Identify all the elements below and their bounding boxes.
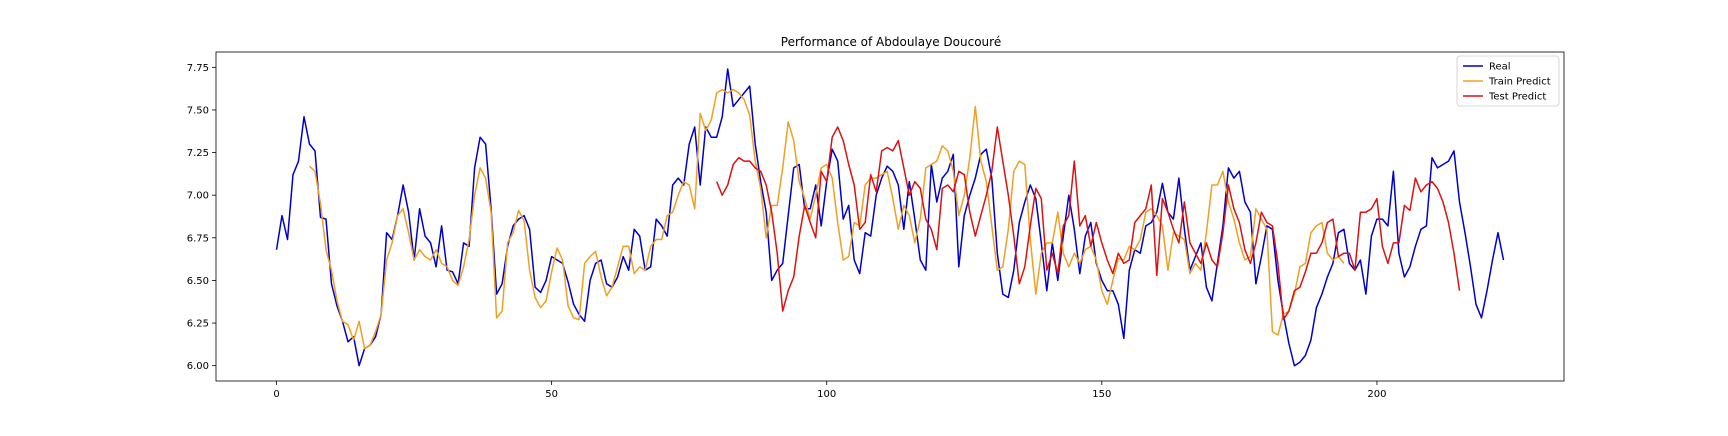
y-tick-label: 7.75	[187, 63, 209, 74]
y-axis: 6.00 6.25 6.50 6.75 7.00 7.25 7.50 7.75	[187, 63, 216, 372]
x-tick-label: 200	[1367, 389, 1386, 400]
series-line-1	[308, 88, 1345, 350]
y-tick-label: 6.25	[187, 319, 209, 330]
x-tick-label: 50	[545, 389, 558, 400]
plot-frame	[215, 51, 1565, 382]
x-tick-label: 100	[817, 389, 836, 400]
y-tick-label: 6.00	[187, 361, 209, 372]
series-line-2	[716, 126, 1461, 321]
series-line-0	[275, 68, 1505, 367]
legend-label-1: Train Predict	[1488, 77, 1551, 88]
x-tick-label: 0	[273, 389, 279, 400]
y-tick-label: 7.00	[187, 191, 209, 202]
y-tick-label: 7.50	[187, 105, 209, 116]
y-tick-label: 6.75	[187, 233, 209, 244]
y-tick-label: 6.50	[187, 276, 209, 287]
legend-label-0: Real	[1489, 62, 1511, 73]
plot-lines	[275, 68, 1505, 367]
y-tick-label: 7.25	[187, 148, 209, 159]
legend: Real Train Predict Test Predict	[1456, 55, 1560, 107]
legend-box	[1456, 55, 1560, 107]
legend-label-2: Test Predict	[1488, 92, 1546, 103]
chart-title: Performance of Abdoulaye Doucouré	[781, 35, 1001, 49]
x-tick-label: 150	[1092, 389, 1111, 400]
x-axis: 0 50 100 150 200	[273, 381, 1386, 400]
